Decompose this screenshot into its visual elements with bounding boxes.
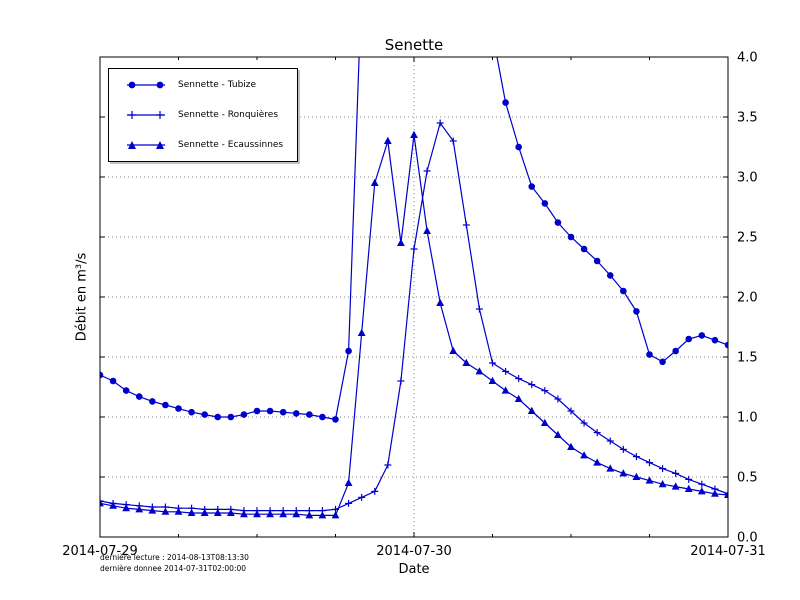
svg-text:3.0: 3.0 xyxy=(737,171,758,186)
tick-labels: 0.0 0.5 1.0 1.5 2.0 2.5 3.0 3.5 4.0 2014-07-29 201… xyxy=(62,51,766,560)
footer: dernière lecture : 2014-08-13T08:13:30 d… xyxy=(100,553,249,574)
triangle-marker-icon xyxy=(127,141,165,149)
circle-markers xyxy=(100,99,728,423)
svg-text:2.0: 2.0 xyxy=(737,291,758,306)
svg-text:2.5: 2.5 xyxy=(737,231,758,246)
svg-text:2014-07-30: 2014-07-30 xyxy=(376,544,452,559)
legend-label-ronquieres: Sennette - Ronquières xyxy=(178,110,279,120)
legend-entry-ecaussinnes: Sennette - Ecaussinnes xyxy=(123,138,283,152)
svg-text:3.5: 3.5 xyxy=(737,111,758,126)
series-0 xyxy=(100,57,728,423)
circle-marker-icon xyxy=(127,81,165,89)
footer-last-data: dernière donnee 2014-07-31T02:00:00 xyxy=(100,563,247,573)
svg-text:0.0: 0.0 xyxy=(737,531,758,546)
legend-label-ecaussinnes: Sennette - Ecaussinnes xyxy=(178,140,284,150)
svg-text:4.0: 4.0 xyxy=(737,51,758,66)
footer-last-reading: dernière lecture : 2014-08-13T08:13:30 xyxy=(100,553,249,562)
plus-marker-icon xyxy=(127,111,165,119)
svg-text:1.5: 1.5 xyxy=(737,351,758,366)
legend-entry-ronquieres: Sennette - Ronquières xyxy=(123,108,283,122)
triangle-markers xyxy=(100,130,728,519)
series-1 xyxy=(100,119,728,515)
svg-text:2014-07-29: 2014-07-29 xyxy=(62,544,138,559)
plus-markers xyxy=(100,119,728,515)
legend-label-tubize: Sennette - Tubize xyxy=(178,80,257,90)
legend-entry-tubize: Sennette - Tubize xyxy=(123,78,283,92)
chart-title: Senette xyxy=(384,36,444,54)
legend: Sennette - Tubize Sennette - Ronquières … xyxy=(108,68,299,162)
svg-text:1.0: 1.0 xyxy=(737,411,758,426)
axis-ticks xyxy=(99,56,729,538)
series-2 xyxy=(100,130,728,519)
x-axis-label: Date xyxy=(398,562,430,577)
svg-text:2014-07-31: 2014-07-31 xyxy=(690,544,766,559)
svg-text:0.5: 0.5 xyxy=(737,471,758,486)
